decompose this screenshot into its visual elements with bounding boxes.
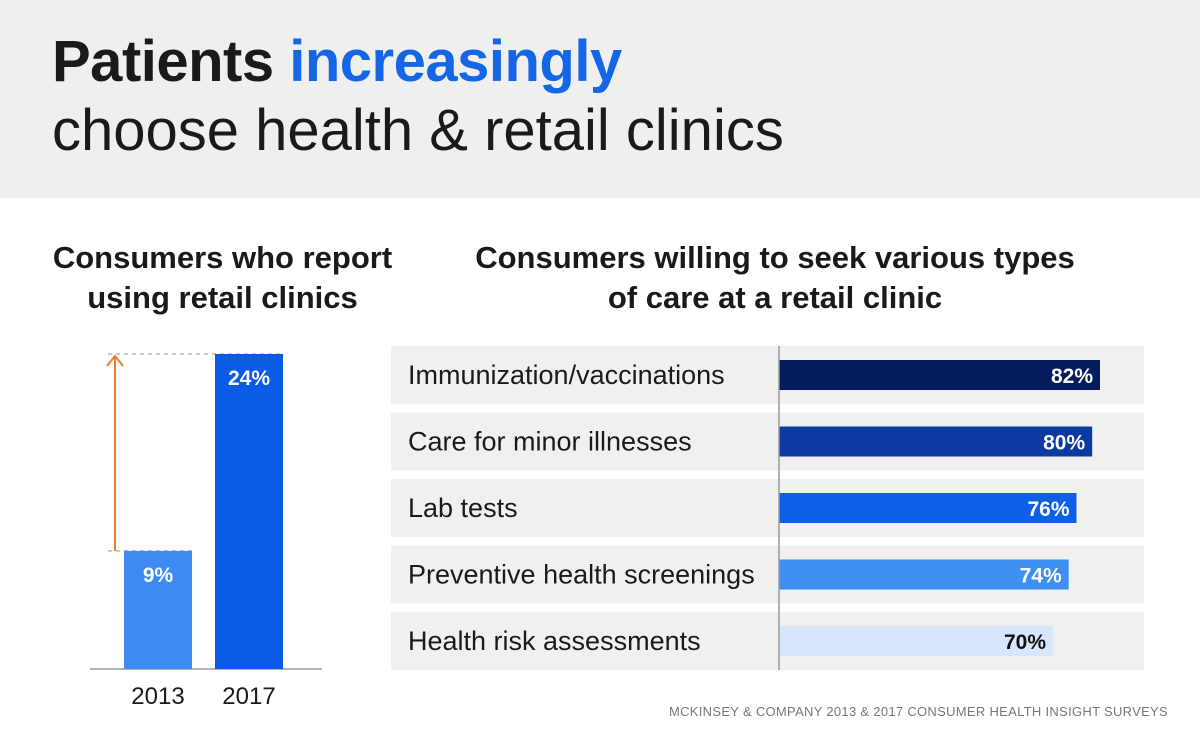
hbar-4 xyxy=(779,559,1069,590)
source-note: MCKINSEY & COMPANY 2013 & 2017 CONSUMER … xyxy=(668,704,1168,719)
column-bar-2017 xyxy=(215,354,283,669)
row-category-label: Lab tests xyxy=(408,493,518,523)
row-category-label: Care for minor illnesses xyxy=(408,427,692,457)
column-bar-2013 xyxy=(124,550,192,669)
hbar-value-label: 76% xyxy=(1027,498,1069,521)
column-category-label: 2013 xyxy=(131,683,184,710)
growth-arrow-head xyxy=(106,354,124,367)
row-category-label: Health risk assessments xyxy=(408,626,701,656)
hbar-2 xyxy=(779,426,1093,457)
page-title-line2: choose health & retail clinics xyxy=(52,98,784,163)
hbar-3 xyxy=(779,493,1077,523)
hbar-5 xyxy=(779,626,1054,656)
title-highlight: increasingly xyxy=(289,29,622,94)
column-category-label: 2017 xyxy=(222,683,275,710)
hbar-value-label: 80% xyxy=(1043,432,1085,455)
column-value-label: 9% xyxy=(143,564,174,587)
left-chart-title: Consumers who report using retail clinic… xyxy=(52,240,393,315)
title-part1: Patients xyxy=(52,29,290,94)
hbar-1 xyxy=(779,360,1100,390)
right-chart-title: Consumers willing to seek various types … xyxy=(475,240,1075,315)
header-band: Patients increasingly choose health & re… xyxy=(0,0,1200,198)
row-category-label: Preventive health screenings xyxy=(408,560,755,590)
hbar-value-label: 82% xyxy=(1051,365,1093,388)
hbar-value-label: 70% xyxy=(1004,631,1046,654)
column-value-label: 24% xyxy=(228,367,270,390)
hbar-value-label: 74% xyxy=(1020,565,1062,588)
row-category-label: Immunization/vaccinations xyxy=(408,360,725,390)
page-title: Patients increasingly xyxy=(52,28,622,95)
